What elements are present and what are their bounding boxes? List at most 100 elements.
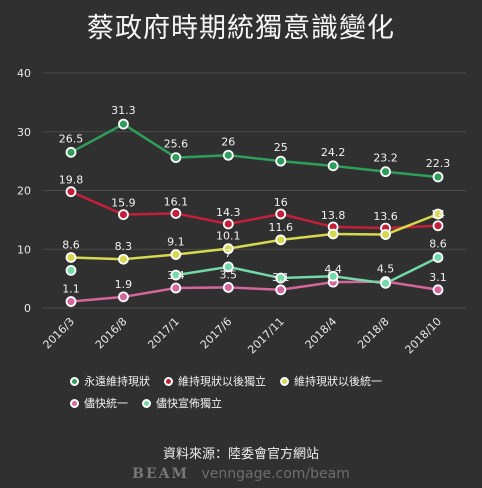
legend-label: 儘快統一 [84, 397, 128, 410]
data-point [65, 264, 77, 276]
data-point [118, 118, 129, 130]
data-label: 31.3 [111, 104, 136, 117]
series-line [175, 256, 439, 285]
x-tick-label: 2017/11 [245, 315, 287, 357]
data-point [432, 252, 444, 263]
data-label: 10.1 [216, 230, 241, 243]
data-point [275, 208, 287, 220]
legend-swatch [70, 376, 79, 386]
x-tick-label: 2018/8 [355, 315, 392, 352]
data-point [170, 282, 182, 294]
chart-legend: 永遠維持現狀 維持現狀以後獨立 維持現狀以後統一儘快統一 儘快宣佈獨立 [70, 373, 450, 411]
data-point [432, 284, 444, 296]
data-label: 7 [225, 247, 232, 260]
series-line [70, 122, 439, 179]
legend-item: 永遠維持現狀 [70, 373, 150, 389]
data-label: 1.9 [115, 278, 133, 291]
data-point [432, 220, 444, 232]
data-label: 14 [431, 208, 445, 221]
chart-title: 蔡政府時期統獨意識變化 [87, 13, 395, 44]
legend-item: 儘快統一 [70, 395, 128, 411]
data-point [170, 208, 182, 219]
legend-label: 維持現狀以後獨立 [178, 375, 266, 388]
data-label: 4.4 [324, 263, 342, 276]
data-point [170, 152, 182, 164]
legend-swatch [164, 376, 173, 386]
series-line [70, 190, 439, 230]
data-point [118, 291, 129, 303]
data-label: 3.4 [167, 269, 185, 282]
data-label: 24.2 [321, 146, 346, 159]
data-point [65, 252, 77, 263]
data-point [380, 166, 391, 178]
data-label: 9.1 [167, 236, 185, 249]
data-label: 16 [274, 196, 288, 209]
data-point [432, 171, 444, 183]
y-tick-label: 20 [17, 185, 31, 198]
data-point [222, 282, 234, 293]
data-point [118, 253, 129, 265]
data-label: 4.5 [377, 263, 395, 276]
x-tick-label: 2016/8 [93, 315, 130, 352]
data-label: 19.8 [59, 174, 84, 187]
data-label: 3.1 [272, 271, 290, 284]
data-point [222, 218, 234, 230]
data-point [275, 272, 287, 284]
data-point [170, 249, 182, 260]
data-point [327, 160, 339, 172]
data-label: 13.8 [321, 209, 346, 222]
data-label: 14.3 [216, 206, 241, 219]
legend-item: 儘快宣佈獨立 [142, 395, 222, 411]
data-point [275, 234, 287, 246]
brand-url: venngage.com/beam [201, 466, 350, 482]
brand-footer: BEAM venngage.com/beam [0, 466, 482, 482]
legend-label: 儘快宣佈獨立 [156, 397, 222, 410]
data-label: 25 [274, 141, 288, 154]
data-point [327, 270, 339, 282]
source-note: 資料來源：陸委會官方網站 [162, 447, 319, 462]
legend-swatch [70, 398, 79, 408]
legend-label: 永遠維持現狀 [84, 375, 150, 388]
data-label: 15.9 [111, 197, 136, 210]
x-tick-label: 2018/4 [303, 315, 340, 352]
x-tick-label: 2016/3 [41, 315, 78, 352]
x-tick-label: 2017/6 [198, 315, 235, 352]
data-point [222, 243, 234, 255]
data-label: 23.2 [373, 152, 398, 165]
data-label: 16.1 [164, 195, 189, 208]
y-tick-label: 40 [17, 67, 31, 80]
data-label: 26.5 [59, 132, 84, 145]
legend-swatch [142, 398, 151, 408]
data-label: 3.1 [429, 271, 447, 284]
legend-label: 維持現狀以後統一 [294, 375, 382, 388]
legend-item: 維持現狀以後統一 [280, 373, 382, 389]
legend-swatch [280, 376, 289, 386]
data-point [275, 284, 287, 296]
data-label: 8.6 [62, 238, 80, 251]
data-label: 8.3 [115, 240, 133, 253]
data-label: 26 [221, 135, 235, 148]
x-tick-label: 2017/1 [145, 315, 182, 352]
data-label: 22.3 [426, 157, 451, 170]
data-point [432, 208, 444, 220]
data-point [65, 186, 77, 198]
data-point [380, 277, 391, 289]
data-label: 8.6 [429, 237, 447, 250]
data-label: 11.6 [268, 221, 293, 234]
brand-logo: BEAM [132, 466, 189, 482]
y-tick-label: 0 [24, 302, 31, 315]
x-tick-label: 2018/10 [403, 315, 445, 357]
data-point [65, 296, 77, 307]
data-point [222, 149, 234, 161]
series-line [70, 212, 439, 261]
data-point [275, 155, 287, 167]
data-point [170, 269, 182, 281]
y-tick-label: 30 [17, 126, 31, 139]
data-label: 1.1 [62, 283, 80, 296]
data-label: 3.5 [220, 268, 238, 281]
data-point [222, 261, 234, 273]
data-point [118, 209, 129, 220]
data-point [327, 228, 339, 240]
legend-item: 維持現狀以後獨立 [164, 373, 266, 389]
data-point [65, 146, 77, 158]
